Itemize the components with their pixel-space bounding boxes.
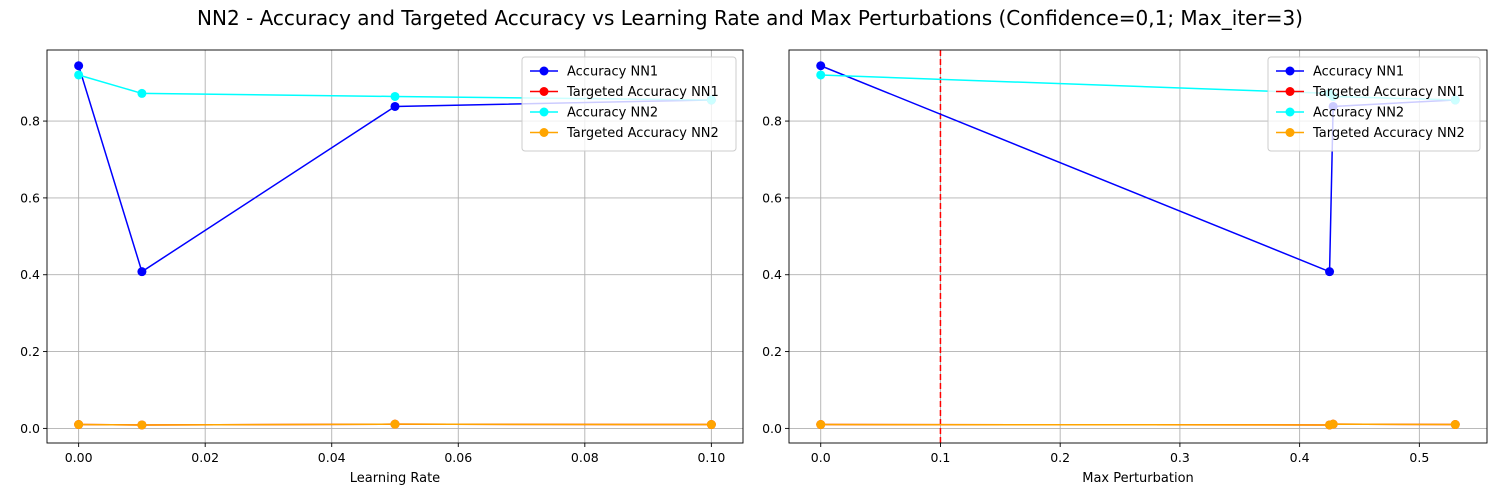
x-axis-label: Learning Rate: [350, 471, 440, 486]
legend-label: Targeted Accuracy NN2: [1312, 126, 1465, 141]
data-point-accuracy-nn1: [390, 101, 400, 111]
y-tick-label: 0.0: [20, 421, 40, 436]
data-point-accuracy-nn1: [74, 61, 84, 71]
x-tick-label: 0.3: [1170, 450, 1190, 465]
legend-label: Accuracy NN1: [1313, 65, 1404, 80]
left-chart-panel: 0.00 0.02 0.04 0.06 0.08 0.10 0.0 0.2 0.4 0.6 0.8 L…: [20, 49, 744, 486]
data-point-accuracy-nn1: [137, 267, 147, 277]
legend-label: Accuracy NN2: [567, 106, 658, 121]
data-point-accuracy-nn2: [816, 70, 826, 80]
data-point-targeted-accuracy-nn2: [816, 420, 826, 430]
legend-label: Targeted Accuracy NN1: [1312, 85, 1465, 100]
legend-marker: [539, 128, 549, 137]
legend-label: Accuracy NN2: [1313, 106, 1404, 121]
x-tick-label: 0.08: [571, 450, 599, 465]
y-tick-label: 0.2: [762, 344, 782, 359]
legend: Accuracy NN1 Targeted Accuracy NN1 Accurac…: [1267, 56, 1481, 152]
x-tick-label: 0.10: [697, 450, 725, 465]
legend-label: Targeted Accuracy NN2: [566, 126, 719, 141]
series-line-targeted-accuracy-nn2: [78, 423, 712, 426]
legend-marker: [539, 87, 549, 96]
data-point-targeted-accuracy-nn2: [706, 420, 716, 430]
data-point-accuracy-nn1: [1325, 267, 1335, 277]
y-tick-label: 0.8: [762, 114, 782, 129]
legend-label: Accuracy NN1: [567, 65, 658, 80]
x-tick-label: 0.06: [444, 450, 472, 465]
axes-frame: [788, 49, 1488, 444]
data-point-accuracy-nn2: [74, 70, 84, 80]
legend-label: Targeted Accuracy NN1: [566, 85, 719, 100]
y-tick-label: 0.2: [20, 344, 40, 359]
data-point-accuracy-nn2: [390, 91, 400, 101]
legend: Accuracy NN1 Targeted Accuracy NN1 Accurac…: [521, 56, 737, 152]
legend-marker: [1285, 87, 1295, 96]
x-tick-label: 0.5: [1409, 450, 1429, 465]
y-tick-label: 0.6: [762, 190, 782, 205]
legend-box: [521, 56, 737, 152]
x-tick-label: 0.00: [65, 450, 93, 465]
legend-marker: [1285, 66, 1295, 76]
data-point-targeted-accuracy-nn2: [1328, 419, 1338, 429]
x-tick-label: 0.0: [811, 450, 831, 465]
x-axis-label: Max Perturbation: [1082, 471, 1194, 486]
data-point-accuracy-nn1: [816, 61, 826, 71]
legend-box: [1267, 56, 1481, 152]
y-tick-label: 0.4: [762, 267, 782, 282]
legend-marker: [1285, 128, 1295, 137]
legend-marker: [539, 107, 549, 117]
data-point-accuracy-nn2: [137, 88, 147, 98]
right-chart-panel: 0.0 0.1 0.2 0.3 0.4 0.5 0.0 0.2 0.4 0.6 0.8 Max Per…: [762, 49, 1488, 486]
data-point-targeted-accuracy-nn2: [137, 420, 147, 430]
x-tick-label: 0.2: [1050, 450, 1070, 465]
y-tick-label: 0.6: [20, 190, 40, 205]
y-tick-label: 0.0: [762, 421, 782, 436]
y-tick-label: 0.8: [20, 114, 40, 129]
axes-frame: [46, 49, 744, 444]
legend-marker: [1285, 107, 1295, 117]
data-point-targeted-accuracy-nn2: [74, 420, 84, 430]
legend-marker: [539, 66, 549, 76]
x-tick-label: 0.02: [191, 450, 219, 465]
x-tick-label: 0.1: [931, 450, 951, 465]
y-tick-label: 0.4: [20, 267, 40, 282]
x-tick-label: 0.04: [318, 450, 346, 465]
data-point-targeted-accuracy-nn2: [390, 419, 400, 429]
series-line-targeted-accuracy-nn2: [820, 423, 1456, 426]
figure-title: NN2 - Accuracy and Targeted Accuracy vs …: [197, 6, 1303, 30]
data-point-targeted-accuracy-nn2: [1450, 420, 1460, 430]
x-tick-label: 0.4: [1290, 450, 1310, 465]
